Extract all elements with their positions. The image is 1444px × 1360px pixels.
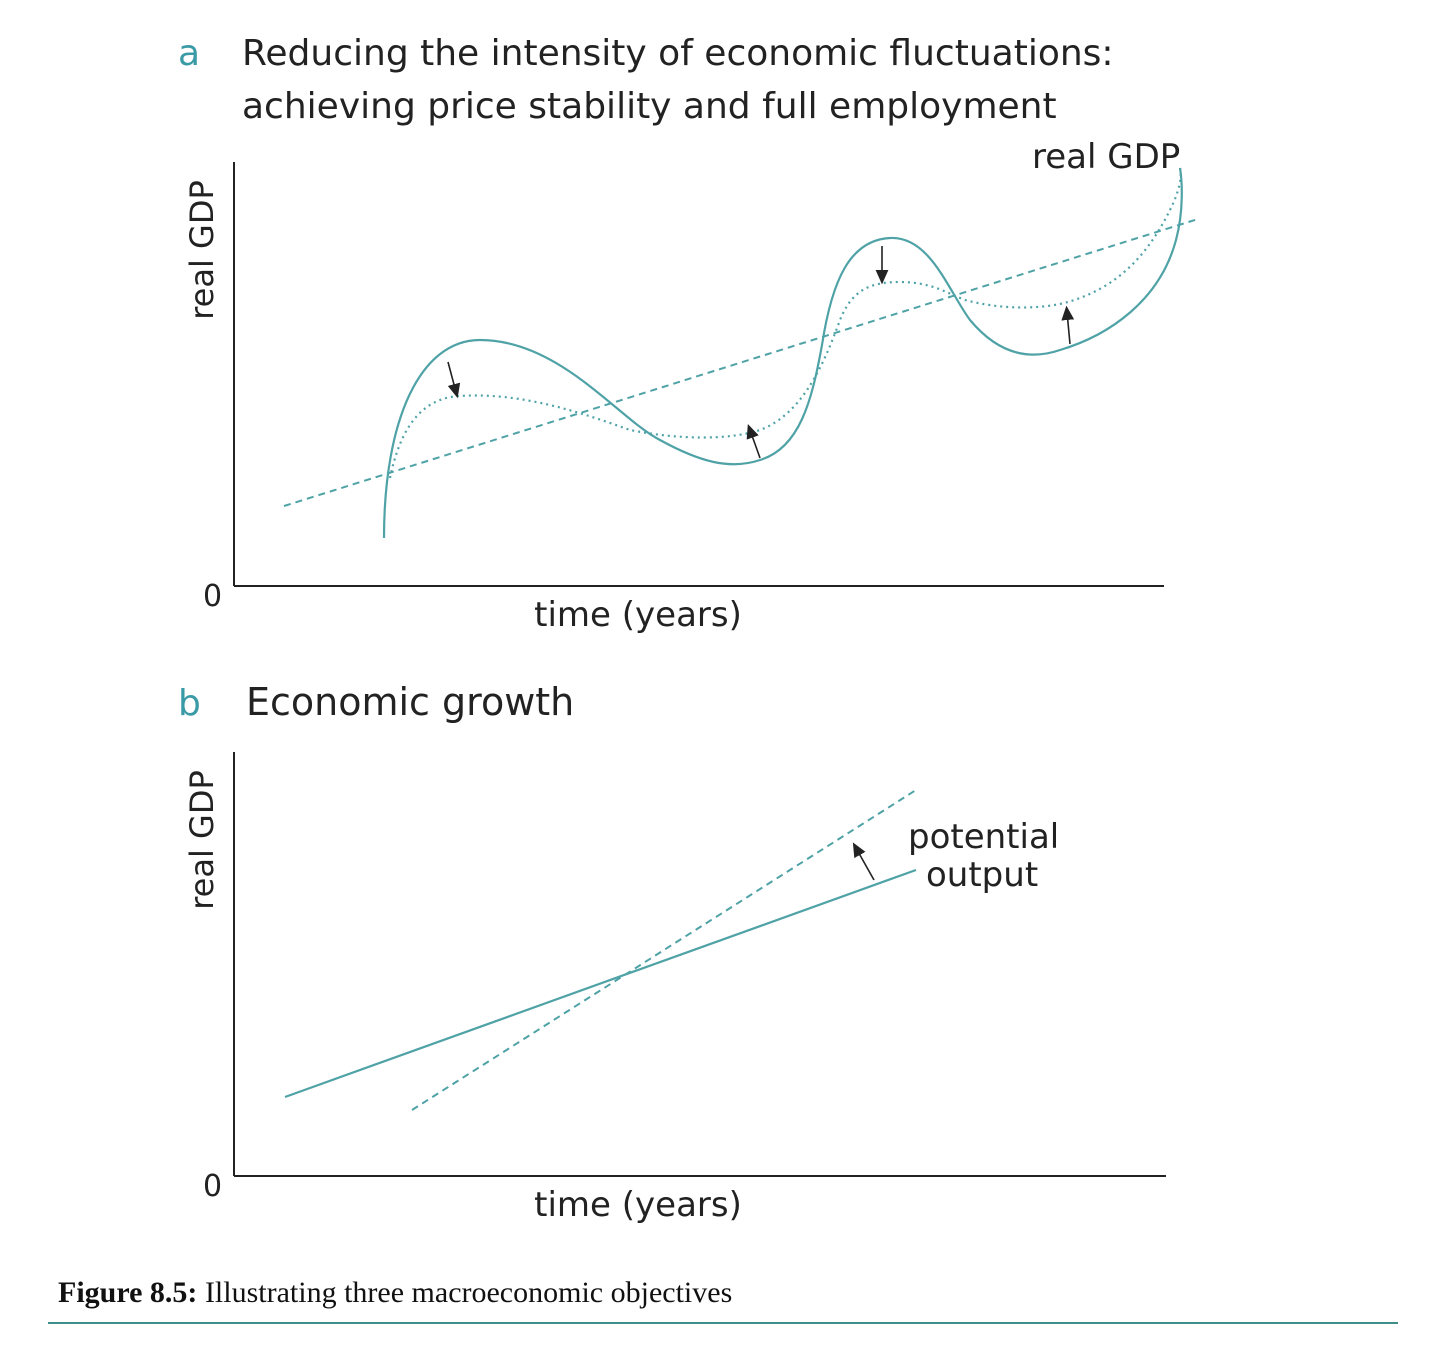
figure-canvas: a Reducing the intensity of economic flu… — [178, 33, 1199, 1225]
panel-a-trend-line — [283, 218, 1199, 507]
figure-caption: Figure 8.5: Illustrating three macroecon… — [58, 1276, 732, 1310]
panel-a-title-line1: Reducing the intensity of economic fluct… — [242, 33, 1114, 74]
caption-label: Figure 8.5: — [58, 1276, 198, 1309]
panel-a-arrow-up-1 — [746, 423, 761, 459]
panel-a-title-line2: achieving price stability and full emplo… — [242, 86, 1057, 127]
panel-b-potential-output-line — [284, 868, 917, 1099]
panel-b-origin: 0 — [203, 1169, 222, 1204]
panel-b-y-label: real GDP — [183, 770, 221, 910]
panel-a-arrow-up-2 — [1061, 305, 1075, 345]
panel-a-arrow-down-1 — [447, 361, 461, 399]
panel-a-y-label: real GDP — [183, 180, 221, 320]
panel-b-title: Economic growth — [246, 680, 574, 724]
panel-a-letter: a — [178, 33, 200, 74]
panel-a: a Reducing the intensity of economic flu… — [178, 33, 1199, 635]
panel-b-x-label: time (years) — [534, 1185, 742, 1225]
panel-a-curve-label: real GDP — [1032, 137, 1180, 177]
panel-b-arrow — [852, 842, 875, 881]
panel-a-origin: 0 — [203, 579, 222, 614]
panel-b-line-label-1: potential — [908, 817, 1059, 857]
panel-a-actual-gdp-curve — [382, 167, 1183, 539]
panel-b-line-label-2: output — [926, 855, 1038, 895]
panel-a-x-label: time (years) — [534, 595, 742, 635]
caption-text: Illustrating three macroeconomic objecti… — [197, 1276, 733, 1309]
panel-a-stabilized-gdp-curve — [388, 167, 1182, 479]
panel-b-growth-line — [411, 789, 917, 1111]
caption-rule — [48, 1322, 1398, 1324]
panel-b-letter: b — [178, 683, 201, 724]
panel-b: b Economic growth 0 real GDP time (years… — [178, 680, 1166, 1225]
